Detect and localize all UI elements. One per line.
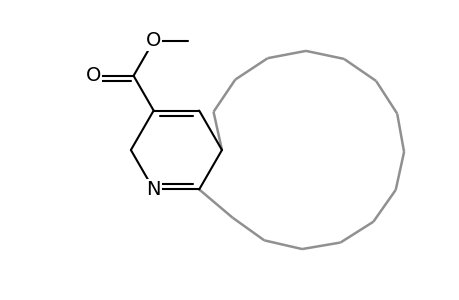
Text: O: O <box>146 32 161 50</box>
Text: O: O <box>85 66 101 85</box>
Text: N: N <box>146 180 161 199</box>
